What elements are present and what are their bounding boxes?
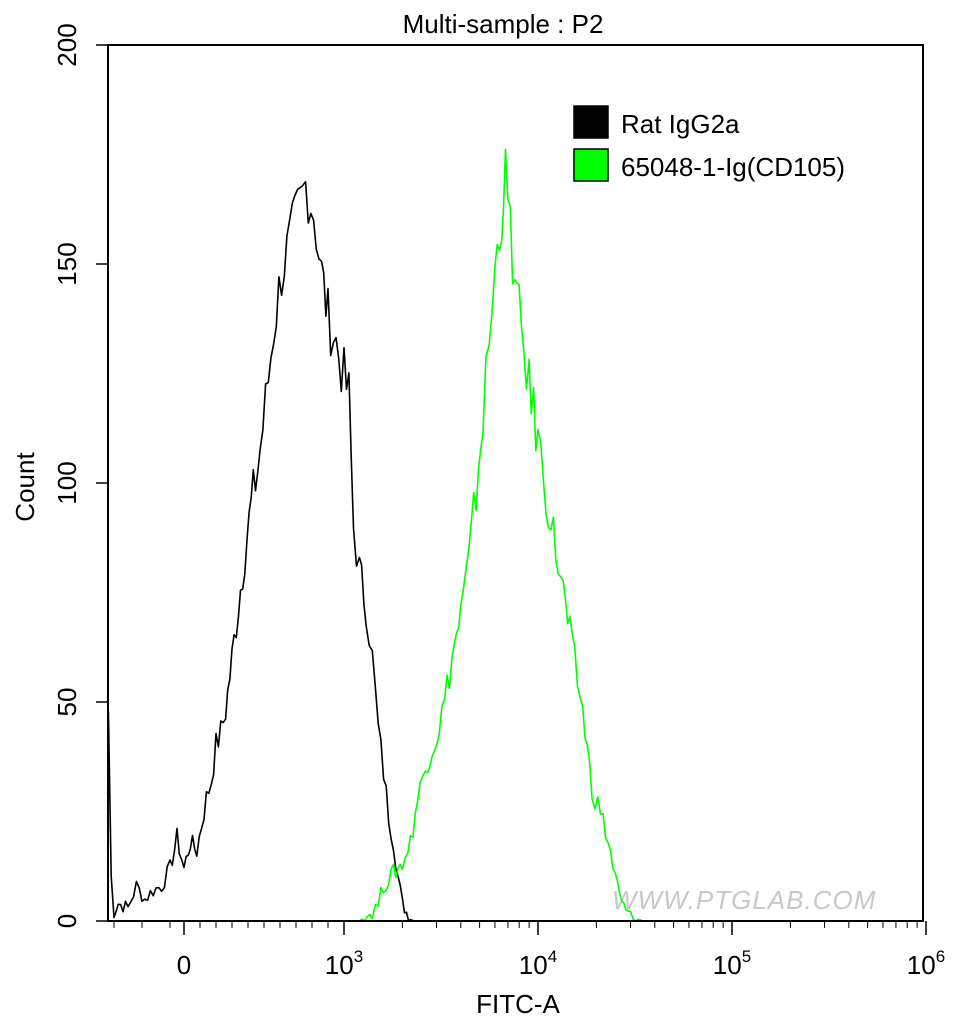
legend-label: 65048-1-Ig(CD105) — [621, 152, 845, 182]
histogram-series — [107, 148, 665, 922]
x-tick-base: 10 — [713, 950, 742, 980]
x-tick-base: 10 — [907, 950, 936, 980]
x-tick-exponent: 5 — [742, 947, 751, 966]
y-tick-label: 100 — [52, 461, 82, 504]
legend-swatch — [573, 148, 609, 182]
x-tick-base: 10 — [325, 950, 354, 980]
x-tick-label: 106 — [907, 947, 945, 980]
x-axis-label: FITC-A — [476, 989, 560, 1019]
y-tick-label: 0 — [52, 914, 82, 928]
x-tick-label: 105 — [713, 947, 751, 980]
x-tick-label: 103 — [325, 947, 363, 980]
y-axis-ticks: 0 50 100 150 200 — [52, 23, 108, 928]
series-line-rat-igg2a — [107, 181, 437, 922]
plot-frame — [107, 44, 924, 922]
y-tick-label: 150 — [52, 242, 82, 285]
x-tick-label: 104 — [519, 947, 557, 980]
x-tick-base: 0 — [177, 950, 191, 980]
series-line-cd105 — [344, 148, 665, 922]
x-tick-exponent: 4 — [548, 947, 557, 966]
x-axis-ticks: 0 103 104 105 106 — [113, 921, 945, 980]
watermark: WWW.PTGLAB.COM — [612, 885, 876, 915]
y-axis-label: Count — [10, 452, 40, 522]
y-tick-label: 50 — [52, 688, 82, 717]
legend-swatch — [573, 105, 609, 139]
x-tick-exponent: 6 — [936, 947, 945, 966]
chart-title: Multi-sample : P2 — [403, 9, 604, 39]
x-tick-exponent: 3 — [354, 947, 363, 966]
x-tick-base: 10 — [519, 950, 548, 980]
legend: Rat IgG2a 65048-1-Ig(CD105) — [573, 105, 845, 182]
legend-label: Rat IgG2a — [621, 109, 740, 139]
y-tick-label: 200 — [52, 23, 82, 66]
x-tick-label: 0 — [177, 950, 191, 980]
